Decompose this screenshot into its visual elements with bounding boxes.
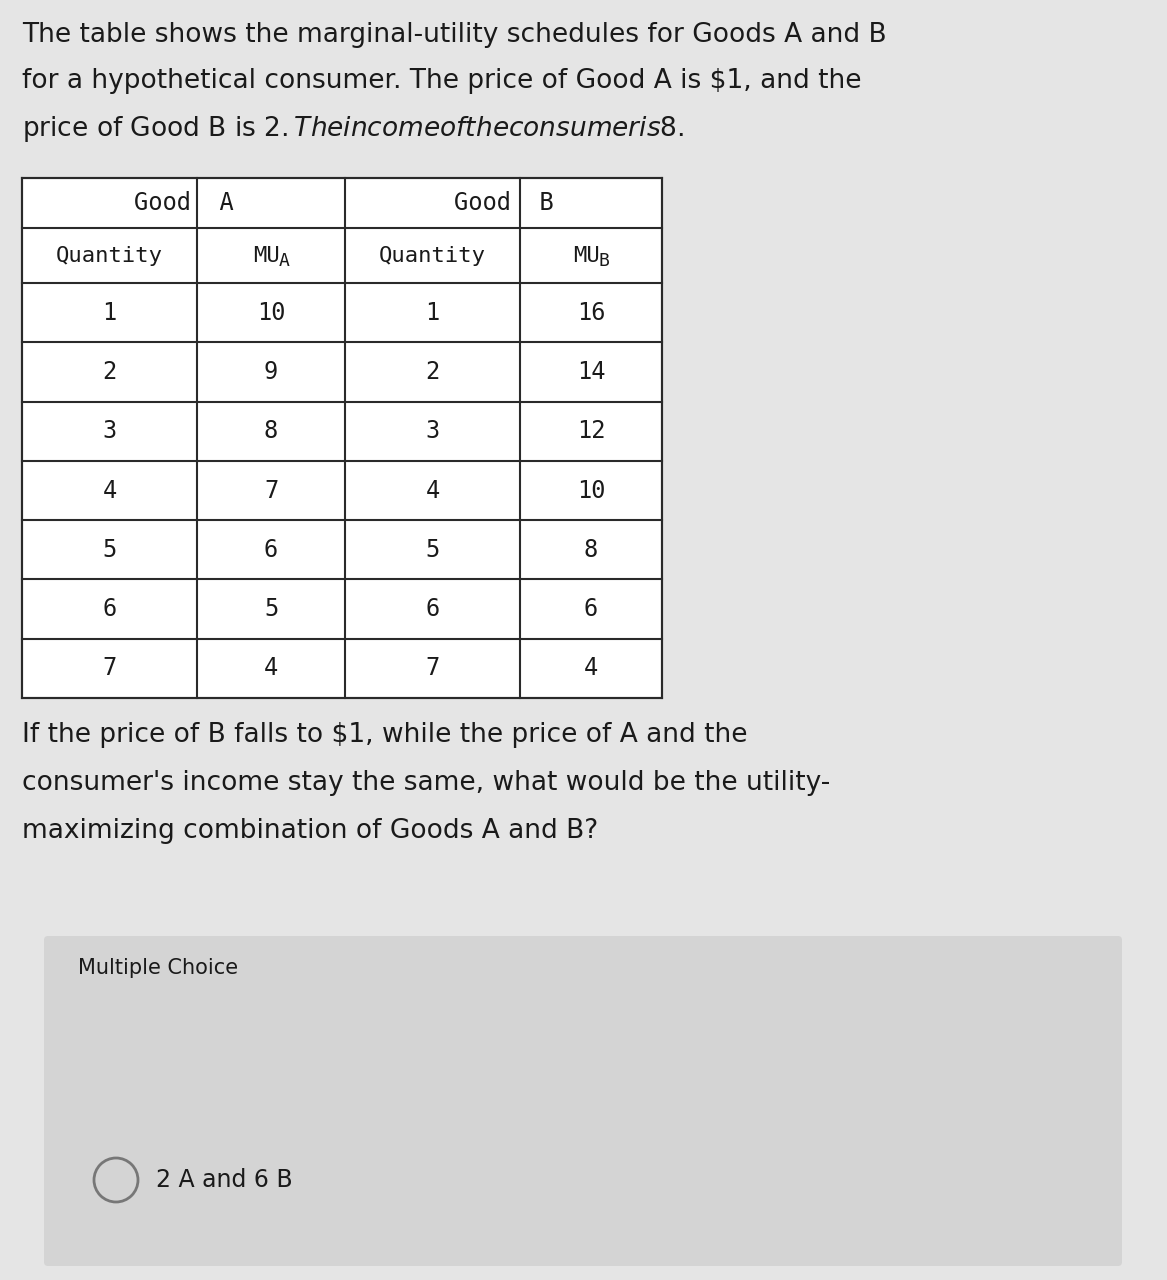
Text: 6: 6 [584,596,599,621]
Text: 3: 3 [426,420,440,443]
Text: 16: 16 [576,301,606,325]
Text: 10: 10 [576,479,606,503]
Text: 10: 10 [257,301,285,325]
Text: Good  A: Good A [134,191,233,215]
Text: 12: 12 [576,420,606,443]
Text: 2 A and 6 B: 2 A and 6 B [156,1167,293,1192]
Text: 6: 6 [103,596,117,621]
Text: Multiple Choice: Multiple Choice [78,957,238,978]
Text: 6: 6 [264,538,278,562]
Text: 4: 4 [103,479,117,503]
Text: MU: MU [574,246,600,265]
Text: B: B [599,252,609,270]
Text: 2: 2 [103,360,117,384]
Text: consumer's income stay the same, what would be the utility-: consumer's income stay the same, what wo… [22,771,830,796]
Text: 4: 4 [426,479,440,503]
Text: 1: 1 [103,301,117,325]
Text: Quantity: Quantity [56,246,163,265]
Text: maximizing combination of Goods A and B?: maximizing combination of Goods A and B? [22,818,599,844]
Text: A: A [279,252,289,270]
Text: If the price of B falls to $1, while the price of A and the: If the price of B falls to $1, while the… [22,722,748,748]
Text: 7: 7 [426,657,440,681]
Text: 5: 5 [264,596,278,621]
Text: price of Good B is $2. The income of the consumer is $8.: price of Good B is $2. The income of the… [22,114,684,143]
Text: 8: 8 [264,420,278,443]
Text: MU: MU [253,246,280,265]
Text: 5: 5 [103,538,117,562]
Text: 4: 4 [264,657,278,681]
Text: 9: 9 [264,360,278,384]
Text: 8: 8 [584,538,599,562]
Text: 3: 3 [103,420,117,443]
Text: 4: 4 [584,657,599,681]
Bar [22,178,662,698]
Text: Quantity: Quantity [379,246,485,265]
Text: for a hypothetical consumer. The price of Good A is $1, and the: for a hypothetical consumer. The price o… [22,68,861,93]
Text: 6: 6 [426,596,440,621]
Text: 14: 14 [576,360,606,384]
FancyBboxPatch shape [44,936,1121,1266]
Text: 2: 2 [426,360,440,384]
Text: 1: 1 [426,301,440,325]
Text: The table shows the marginal-utility schedules for Goods A and B: The table shows the marginal-utility sch… [22,22,887,47]
Text: Good  B: Good B [454,191,553,215]
Text: 7: 7 [103,657,117,681]
Text: 7: 7 [264,479,278,503]
Text: 5: 5 [426,538,440,562]
